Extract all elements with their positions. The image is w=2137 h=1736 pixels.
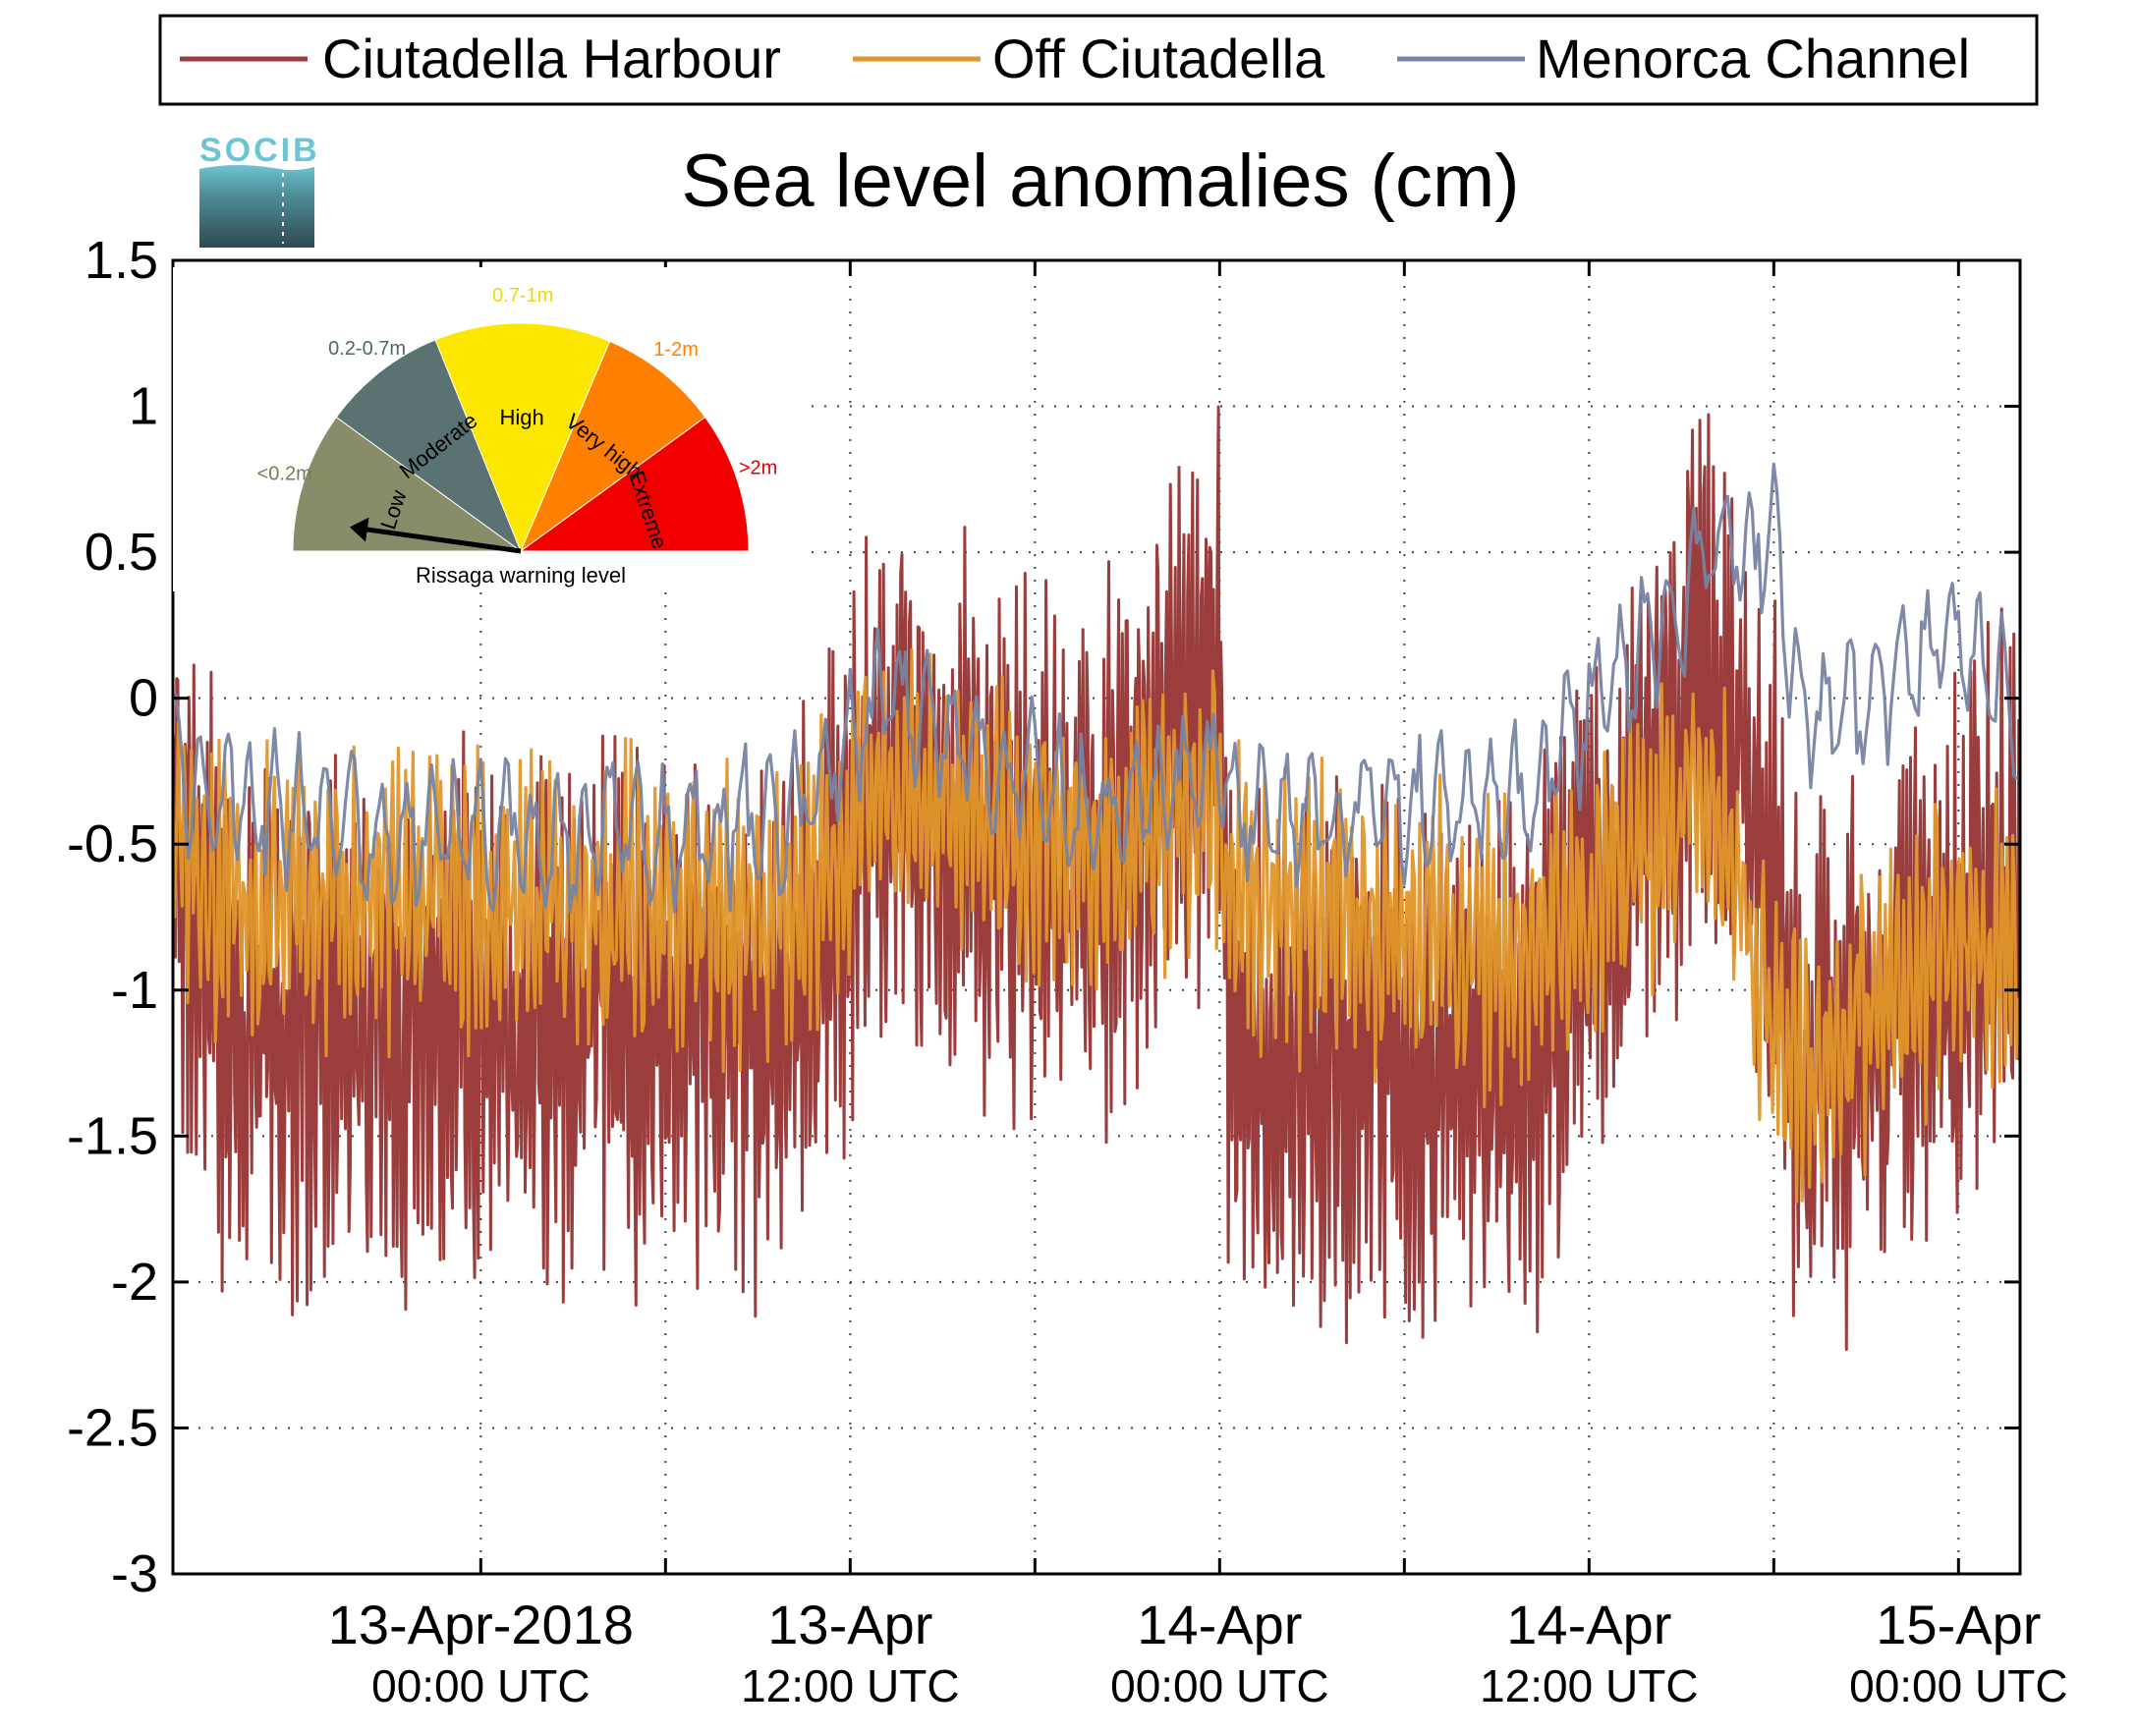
- gauge-range-4: >2m: [739, 458, 777, 479]
- gauge-range-0: <0.2m: [257, 464, 312, 485]
- x-tick-date: 15-Apr: [1876, 1594, 2041, 1655]
- chart-title: Sea level anomalies (cm): [681, 140, 1519, 223]
- x-tick-date: 13-Apr: [767, 1594, 932, 1655]
- y-tick-label: -0.5: [67, 814, 158, 873]
- y-tick-label: -3: [111, 1544, 158, 1603]
- gauge-wedge-0: [292, 416, 523, 552]
- y-tick-label: -1: [111, 961, 158, 1020]
- legend-box: [158, 14, 2039, 106]
- y-tick-label: 1: [129, 377, 158, 436]
- x-tick-date: 14-Apr: [1137, 1594, 1302, 1655]
- gauge-wedge-4: [519, 416, 750, 552]
- y-tick-label: 1.5: [84, 231, 158, 290]
- x-tick-time: 00:00 UTC: [1110, 1660, 1328, 1711]
- x-tick-time: 12:00 UTC: [741, 1660, 959, 1711]
- x-tick-time: 12:00 UTC: [1480, 1660, 1698, 1711]
- y-tick-label: 0: [129, 669, 158, 728]
- gauge-wedge-1: [335, 339, 523, 553]
- gauge-level-2: High: [499, 405, 543, 429]
- gauge-range-2: 0.7-1m: [492, 285, 553, 307]
- logo-wave: [199, 165, 314, 248]
- y-tick-label: -2.5: [67, 1398, 158, 1457]
- x-tick-time: 00:00 UTC: [371, 1660, 590, 1711]
- x-tick-date: 14-Apr: [1506, 1594, 1671, 1655]
- logo-text: SOCIB: [199, 132, 320, 169]
- gauge-caption: Rissaga warning level: [416, 563, 626, 588]
- gauge-range-3: 1-2m: [653, 339, 699, 361]
- legend-label-0: Ciutadella Harbour: [322, 28, 781, 89]
- series-lines: [171, 405, 2022, 1351]
- socib-logo: SOCIB: [199, 132, 320, 248]
- series-line-menorca-channel: [172, 462, 2019, 915]
- y-tick-label: 0.5: [84, 523, 158, 582]
- series-line-off-ciutadella: [171, 647, 2020, 1204]
- gauge-range-1: 0.2-0.7m: [328, 338, 406, 360]
- gauge-wedge-3: [519, 340, 706, 553]
- gauge-needle: [366, 527, 522, 554]
- x-tick-time: 00:00 UTC: [1849, 1660, 2067, 1711]
- gauge-wedge-2: [434, 322, 611, 553]
- plot-frame: [171, 258, 2022, 1576]
- y-tick-label: -2: [111, 1253, 158, 1312]
- y-axis: 1.5 1 0.5 0 -0.5 -1 -1.5 -2 -2.5 -3: [67, 231, 158, 1603]
- gauge-needle-head: [349, 517, 369, 542]
- series-line-ciutadella-harbour: [171, 405, 2022, 1351]
- legend: Ciutadella Harbour Off Ciutadella Menorca …: [158, 14, 2039, 106]
- legend-label-1: Off Ciutadella: [992, 28, 1325, 89]
- x-tick-date: 13-Apr-2018: [328, 1594, 634, 1655]
- y-tick-label: -1.5: [67, 1106, 158, 1165]
- legend-label-2: Menorca Channel: [1536, 28, 1970, 89]
